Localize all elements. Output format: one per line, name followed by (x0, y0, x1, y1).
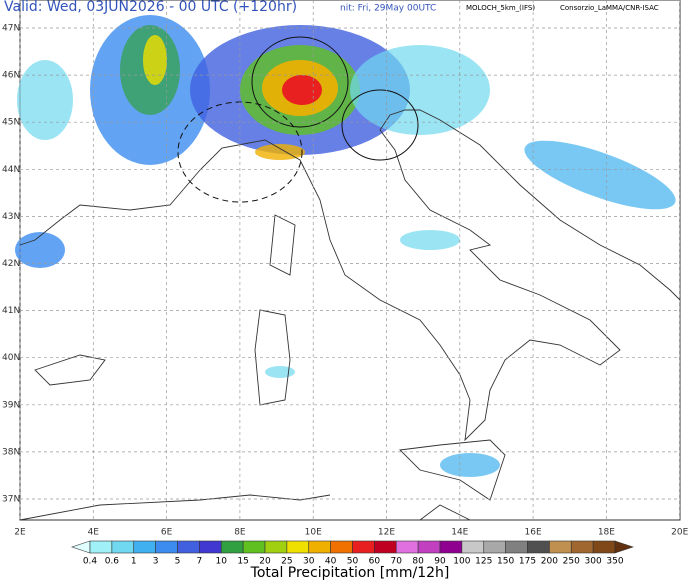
colorbar-box (505, 540, 528, 554)
colorbar-label: 1 (131, 557, 137, 567)
lat-label: 47N (2, 24, 20, 34)
colorbar-label: 40 (325, 557, 337, 567)
graticule (19, 0, 681, 520)
colorbar-label: 25 (281, 557, 292, 567)
colorbar-box (549, 540, 572, 554)
lat-label: 38N (2, 447, 20, 457)
colorbar-end (71, 540, 91, 554)
colorbar-box (395, 540, 419, 554)
axis-labels: 47N 46N 45N 44N 43N 42N 41N 40N 39N 38N 37N 2E 4E 6E 8… (2, 24, 689, 538)
colorbar-label: 250 (563, 557, 580, 567)
lat-label: 45N (2, 118, 20, 128)
lon-label: 20E (671, 528, 688, 538)
colorbar-label: 0.6 (105, 557, 120, 567)
lat-label: 42N (2, 259, 20, 269)
colorbar-box (220, 540, 244, 554)
model-name: MOLOCH_5km_(IFS) (466, 4, 535, 12)
colorbar-box (111, 540, 135, 554)
colorbar-label: 15 (237, 557, 248, 567)
colorbar-label: 80 (412, 557, 424, 567)
colorbar-box (352, 540, 375, 554)
colorbar-box (133, 540, 156, 554)
valid-time: Valid: Wed, 03JUN2026 - 00 UTC (+120hr) (4, 0, 297, 15)
lon-label: 14E (451, 528, 468, 538)
colorbar-box (374, 540, 397, 554)
colorbar-label: 10 (216, 557, 228, 567)
colorbar-title: Total Precipitation [mm/12h] (250, 565, 450, 581)
colorbar-label: 30 (303, 557, 315, 567)
colorbar-box (483, 540, 506, 554)
lon-label: 8E (234, 528, 246, 538)
colorbar-label: 150 (497, 557, 514, 567)
colorbar-label: 20 (259, 557, 271, 567)
colorbar-box (330, 540, 353, 554)
colorbar-box (286, 540, 310, 554)
colorbar-box (199, 540, 222, 554)
lat-label: 46N (2, 71, 20, 81)
lon-label: 4E (88, 528, 100, 538)
colorbar-box (242, 540, 266, 554)
colorbar-box (177, 540, 200, 554)
lat-label: 43N (2, 212, 20, 222)
colorbar-label: 200 (541, 557, 558, 567)
colorbar-box (308, 540, 331, 554)
colorbar-label: 350 (606, 557, 623, 567)
colorbar-label: 7 (197, 557, 203, 567)
credit: Consorzio_LaMMA/CNR-ISAC (560, 4, 659, 12)
colorbar-label: 300 (585, 557, 602, 567)
colorbar: 0.4 0.6 1 3 5 7 10 15 20 25 30 40 50 60 70 80 90 100 125 15… (71, 540, 634, 567)
lat-label: 40N (2, 353, 20, 363)
precipitation-field (15, 15, 676, 477)
colorbar-label: 100 (453, 557, 470, 567)
lat-label: 39N (2, 400, 20, 410)
lat-label: 37N (2, 495, 20, 505)
colorbar-label: 50 (347, 557, 359, 567)
colorbar-box (592, 540, 616, 554)
colorbar-end (614, 540, 634, 554)
colorbar-label: 0.4 (83, 557, 98, 567)
colorbar-box (417, 540, 441, 554)
lon-label: 16E (525, 528, 542, 538)
lon-label: 6E (161, 528, 173, 538)
colorbar-box (439, 540, 463, 554)
colorbar-label: 70 (391, 557, 403, 567)
colorbar-label: 125 (475, 557, 492, 567)
colorbar-box (155, 540, 178, 554)
lat-label: 41N (2, 306, 20, 316)
lon-label: 18E (598, 528, 615, 538)
lon-label: 12E (378, 528, 395, 538)
colorbar-box (89, 540, 113, 554)
colorbar-box (570, 540, 594, 554)
coastlines (19, 109, 681, 521)
colorbar-box (527, 540, 550, 554)
colorbar-label: 3 (153, 557, 159, 567)
colorbar-label: 175 (519, 557, 536, 567)
lon-label: 10E (305, 528, 322, 538)
colorbar-label: 5 (175, 557, 181, 567)
colorbar-box (461, 540, 485, 554)
colorbar-label: 90 (434, 557, 446, 567)
init-time: nit: Fri, 29May 00UTC (340, 4, 436, 14)
lat-label: 44N (2, 165, 20, 175)
lon-label: 2E (14, 528, 26, 538)
colorbar-label: 60 (369, 557, 381, 567)
colorbar-box (264, 540, 288, 554)
